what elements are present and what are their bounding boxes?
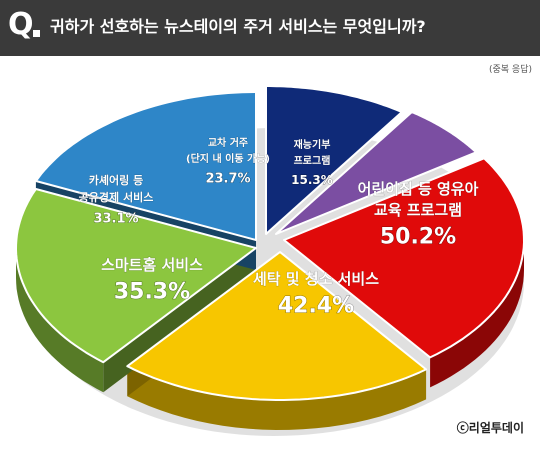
header-bar: Q 귀하가 선호하는 뉴스테이의 주거 서비스는 무엇입니까?	[0, 0, 540, 56]
response-note: (중복 응답)	[488, 65, 532, 75]
slice-label-1-0: 재능기부	[294, 138, 331, 151]
slice-label-5-0: 카셰어링 등	[89, 173, 143, 187]
slice-label-3-0: 세탁 및 청소 서비스	[253, 270, 379, 288]
slice-label-4-0: 스마트홈 서비스	[101, 256, 203, 274]
pie-slice-5	[34, 91, 257, 241]
slice-value-1: 15.3%	[291, 173, 333, 187]
slice-label-1-1: 프로그램	[294, 155, 331, 167]
slice-label-group-4: 스마트홈 서비스 35.3%	[101, 256, 204, 306]
pie-slice-4	[15, 188, 257, 364]
copyright-credit: ⓒ리얼투데이	[456, 421, 524, 435]
slice-side-2-0	[430, 240, 524, 388]
slice-side-3-0	[127, 366, 427, 430]
pie-slice-1	[275, 111, 478, 235]
slice-label-group-0: 교차 거주 (단지 내 이동 가능) 23.7%	[186, 136, 271, 187]
slice-value-3: 42.4%	[278, 294, 354, 319]
question-dot	[33, 30, 40, 37]
slice-value-2: 50.2%	[380, 225, 456, 250]
pie-slice-3	[126, 251, 428, 401]
slice-label-0-1: (단지 내 이동 가능)	[186, 152, 270, 165]
chart-title: 귀하가 선호하는 뉴스테이의 주거 서비스는 무엇입니까?	[50, 17, 426, 36]
slice-label-group-3: 세탁 및 청소 서비스 42.4%	[253, 270, 380, 320]
slice-side-4-0	[16, 248, 104, 393]
slice-value-4: 35.3%	[114, 280, 190, 305]
pie-slice-2	[283, 157, 525, 359]
question-mark: Q	[8, 7, 34, 42]
slice-label-2-0: 어린이집 등 영유아	[358, 180, 479, 198]
slice-label-0-0: 교차 거주	[208, 136, 248, 149]
slice-label-2-1: 교육 프로그램	[374, 201, 462, 219]
pie-slice-0	[265, 85, 403, 235]
slice-value-0: 23.7%	[205, 172, 250, 187]
slice-label-5-1: 공유경제 서비스	[79, 190, 154, 204]
slice-value-5: 33.1%	[93, 212, 138, 227]
